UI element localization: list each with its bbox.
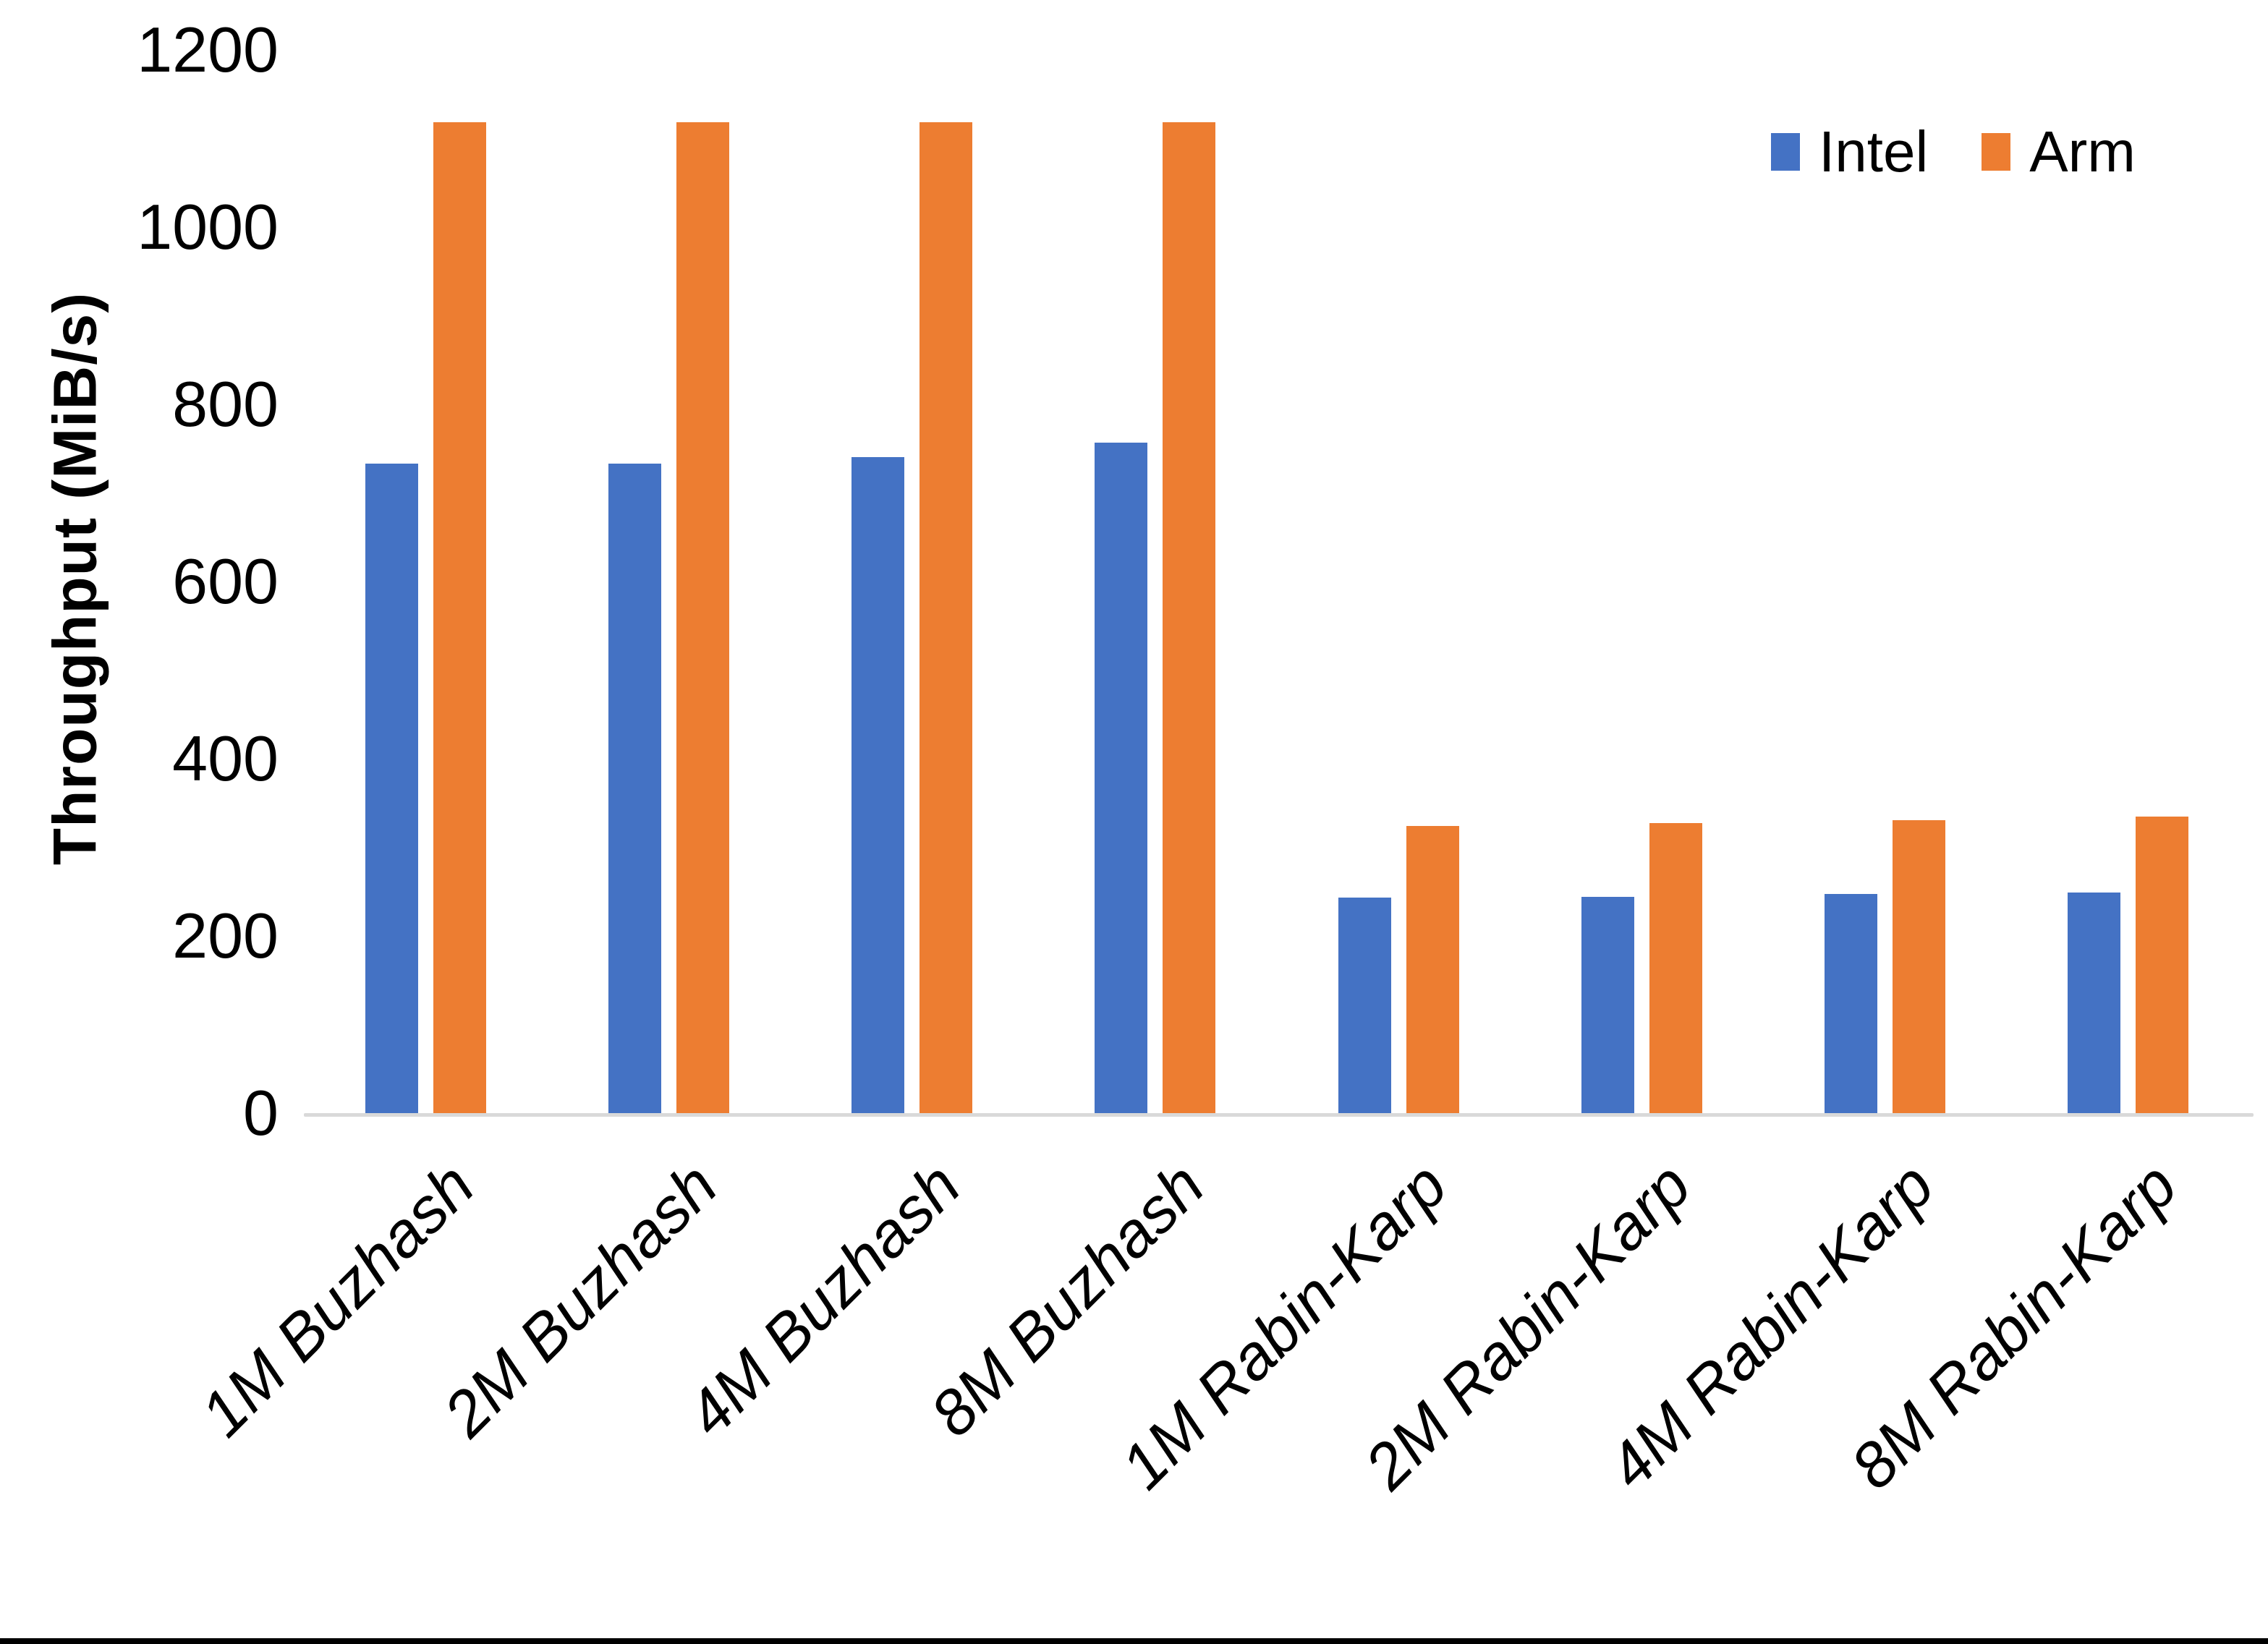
plot-area: [304, 51, 2254, 1117]
y-tick-label: 0: [243, 1076, 279, 1149]
y-tick-label: 1200: [137, 13, 279, 85]
legend-swatch-intel: [1771, 133, 1800, 171]
bar-intel-2: [608, 464, 661, 1115]
bar-arm-2: [676, 122, 729, 1115]
legend: Intel Arm: [1771, 119, 2136, 185]
y-axis-title: Throughput (MiB/s): [41, 291, 109, 866]
bar-intel-1: [365, 464, 418, 1115]
legend-label: Intel: [1819, 119, 1929, 184]
y-tick-label: 800: [172, 367, 279, 440]
legend-item-intel: Intel: [1771, 119, 1928, 185]
bar-intel-5: [1338, 898, 1391, 1115]
legend-swatch-arm: [1982, 133, 2011, 171]
bottom-border-bar: [0, 1638, 2268, 1644]
y-tick-label: 1000: [137, 190, 279, 263]
bar-intel-6: [1581, 897, 1634, 1115]
bar-intel-7: [1825, 894, 1878, 1115]
bar-arm-1: [433, 122, 486, 1115]
bar-intel-8: [2068, 893, 2121, 1115]
bar-arm-6: [1649, 823, 1702, 1115]
y-tick-label: 400: [172, 722, 279, 794]
bar-intel-4: [1095, 443, 1148, 1115]
bar-arm-3: [919, 122, 973, 1115]
legend-item-arm: Arm: [1982, 119, 2136, 185]
bar-arm-8: [2136, 817, 2189, 1115]
bar-arm-5: [1406, 826, 1459, 1115]
bar-arm-7: [1893, 820, 1946, 1115]
legend-label: Arm: [2029, 119, 2136, 184]
bar-arm-4: [1163, 122, 1216, 1115]
x-axis-line: [304, 1113, 2254, 1117]
y-tick-label: 200: [172, 899, 279, 971]
y-tick-label: 600: [172, 545, 279, 617]
bar-intel-3: [851, 457, 905, 1115]
